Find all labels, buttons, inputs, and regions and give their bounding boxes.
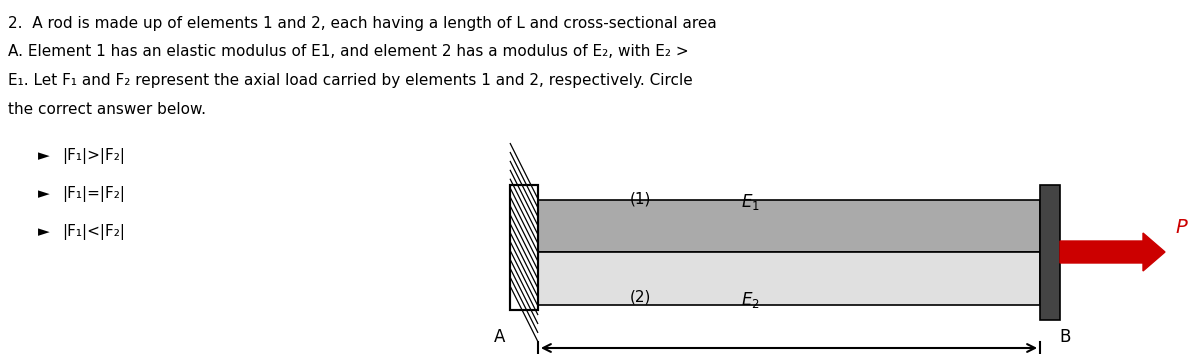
Text: A: A (495, 328, 506, 346)
Bar (538, 200, 1040, 252)
Text: E₁. Let F₁ and F₂ represent the axial load carried by elements 1 and 2, respecti: E₁. Let F₁ and F₂ represent the axial lo… (8, 73, 692, 88)
Text: ►: ► (38, 186, 50, 201)
Text: ►: ► (38, 224, 50, 239)
Text: (2): (2) (629, 290, 651, 305)
FancyArrow shape (1060, 233, 1164, 271)
Bar (510, 185, 538, 310)
Bar (1040, 185, 1060, 320)
Text: B: B (1059, 328, 1071, 346)
Text: |F₁|>|F₂|: |F₁|>|F₂| (62, 148, 125, 164)
Text: A. Element 1 has an elastic modulus of E1, and element 2 has a modulus of E₂, wi: A. Element 1 has an elastic modulus of E… (8, 45, 689, 59)
Text: $E_2$: $E_2$ (740, 290, 760, 310)
Text: (1): (1) (629, 192, 651, 207)
Text: ►: ► (38, 148, 50, 163)
Text: $E_1$: $E_1$ (740, 192, 760, 212)
Bar (538, 252, 1040, 305)
Text: 2.  A rod is made up of elements 1 and 2, each having a length of L and cross-se: 2. A rod is made up of elements 1 and 2,… (8, 16, 716, 31)
Text: the correct answer below.: the correct answer below. (8, 102, 206, 116)
Text: |F₁|=|F₂|: |F₁|=|F₂| (62, 186, 125, 202)
Text: |F₁|<|F₂|: |F₁|<|F₂| (62, 224, 125, 240)
Text: $\mathit{P}$: $\mathit{P}$ (1175, 218, 1188, 237)
Bar (510, 185, 538, 310)
